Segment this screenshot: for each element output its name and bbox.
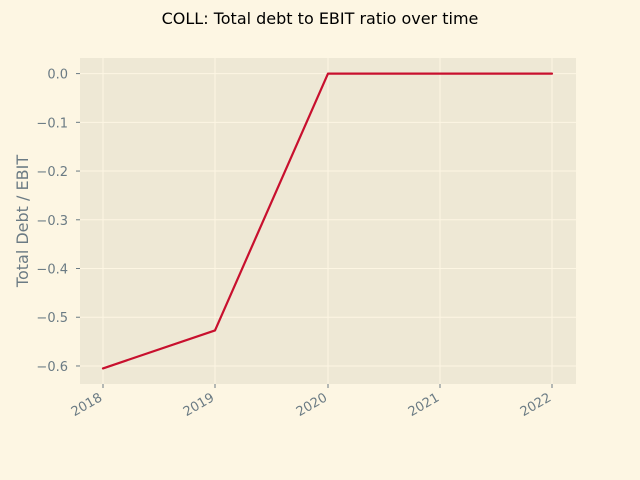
x-tick-label: 2018 [69,390,105,420]
y-tick-label: −0.2 [36,165,68,180]
grid-lines [80,58,576,384]
y-tick-label: −0.4 [36,263,68,278]
y-tick-label: −0.6 [36,360,68,375]
series-layer [101,72,554,370]
chart-title: COLL: Total debt to EBIT ratio over time [162,9,479,28]
y-tick-label: 0.0 [47,68,68,83]
series-line [101,72,554,370]
y-tick-label: −0.5 [36,311,68,326]
x-tick-label: 2022 [518,390,554,420]
x-tick-label: 2021 [406,390,442,420]
y-tick-label: −0.3 [36,214,68,229]
x-tick-label: 2019 [181,390,217,420]
x-tick-label: 2020 [294,390,330,420]
y-axis-label: Total Debt / EBIT [13,155,32,288]
y-tick-label: −0.1 [36,116,68,131]
